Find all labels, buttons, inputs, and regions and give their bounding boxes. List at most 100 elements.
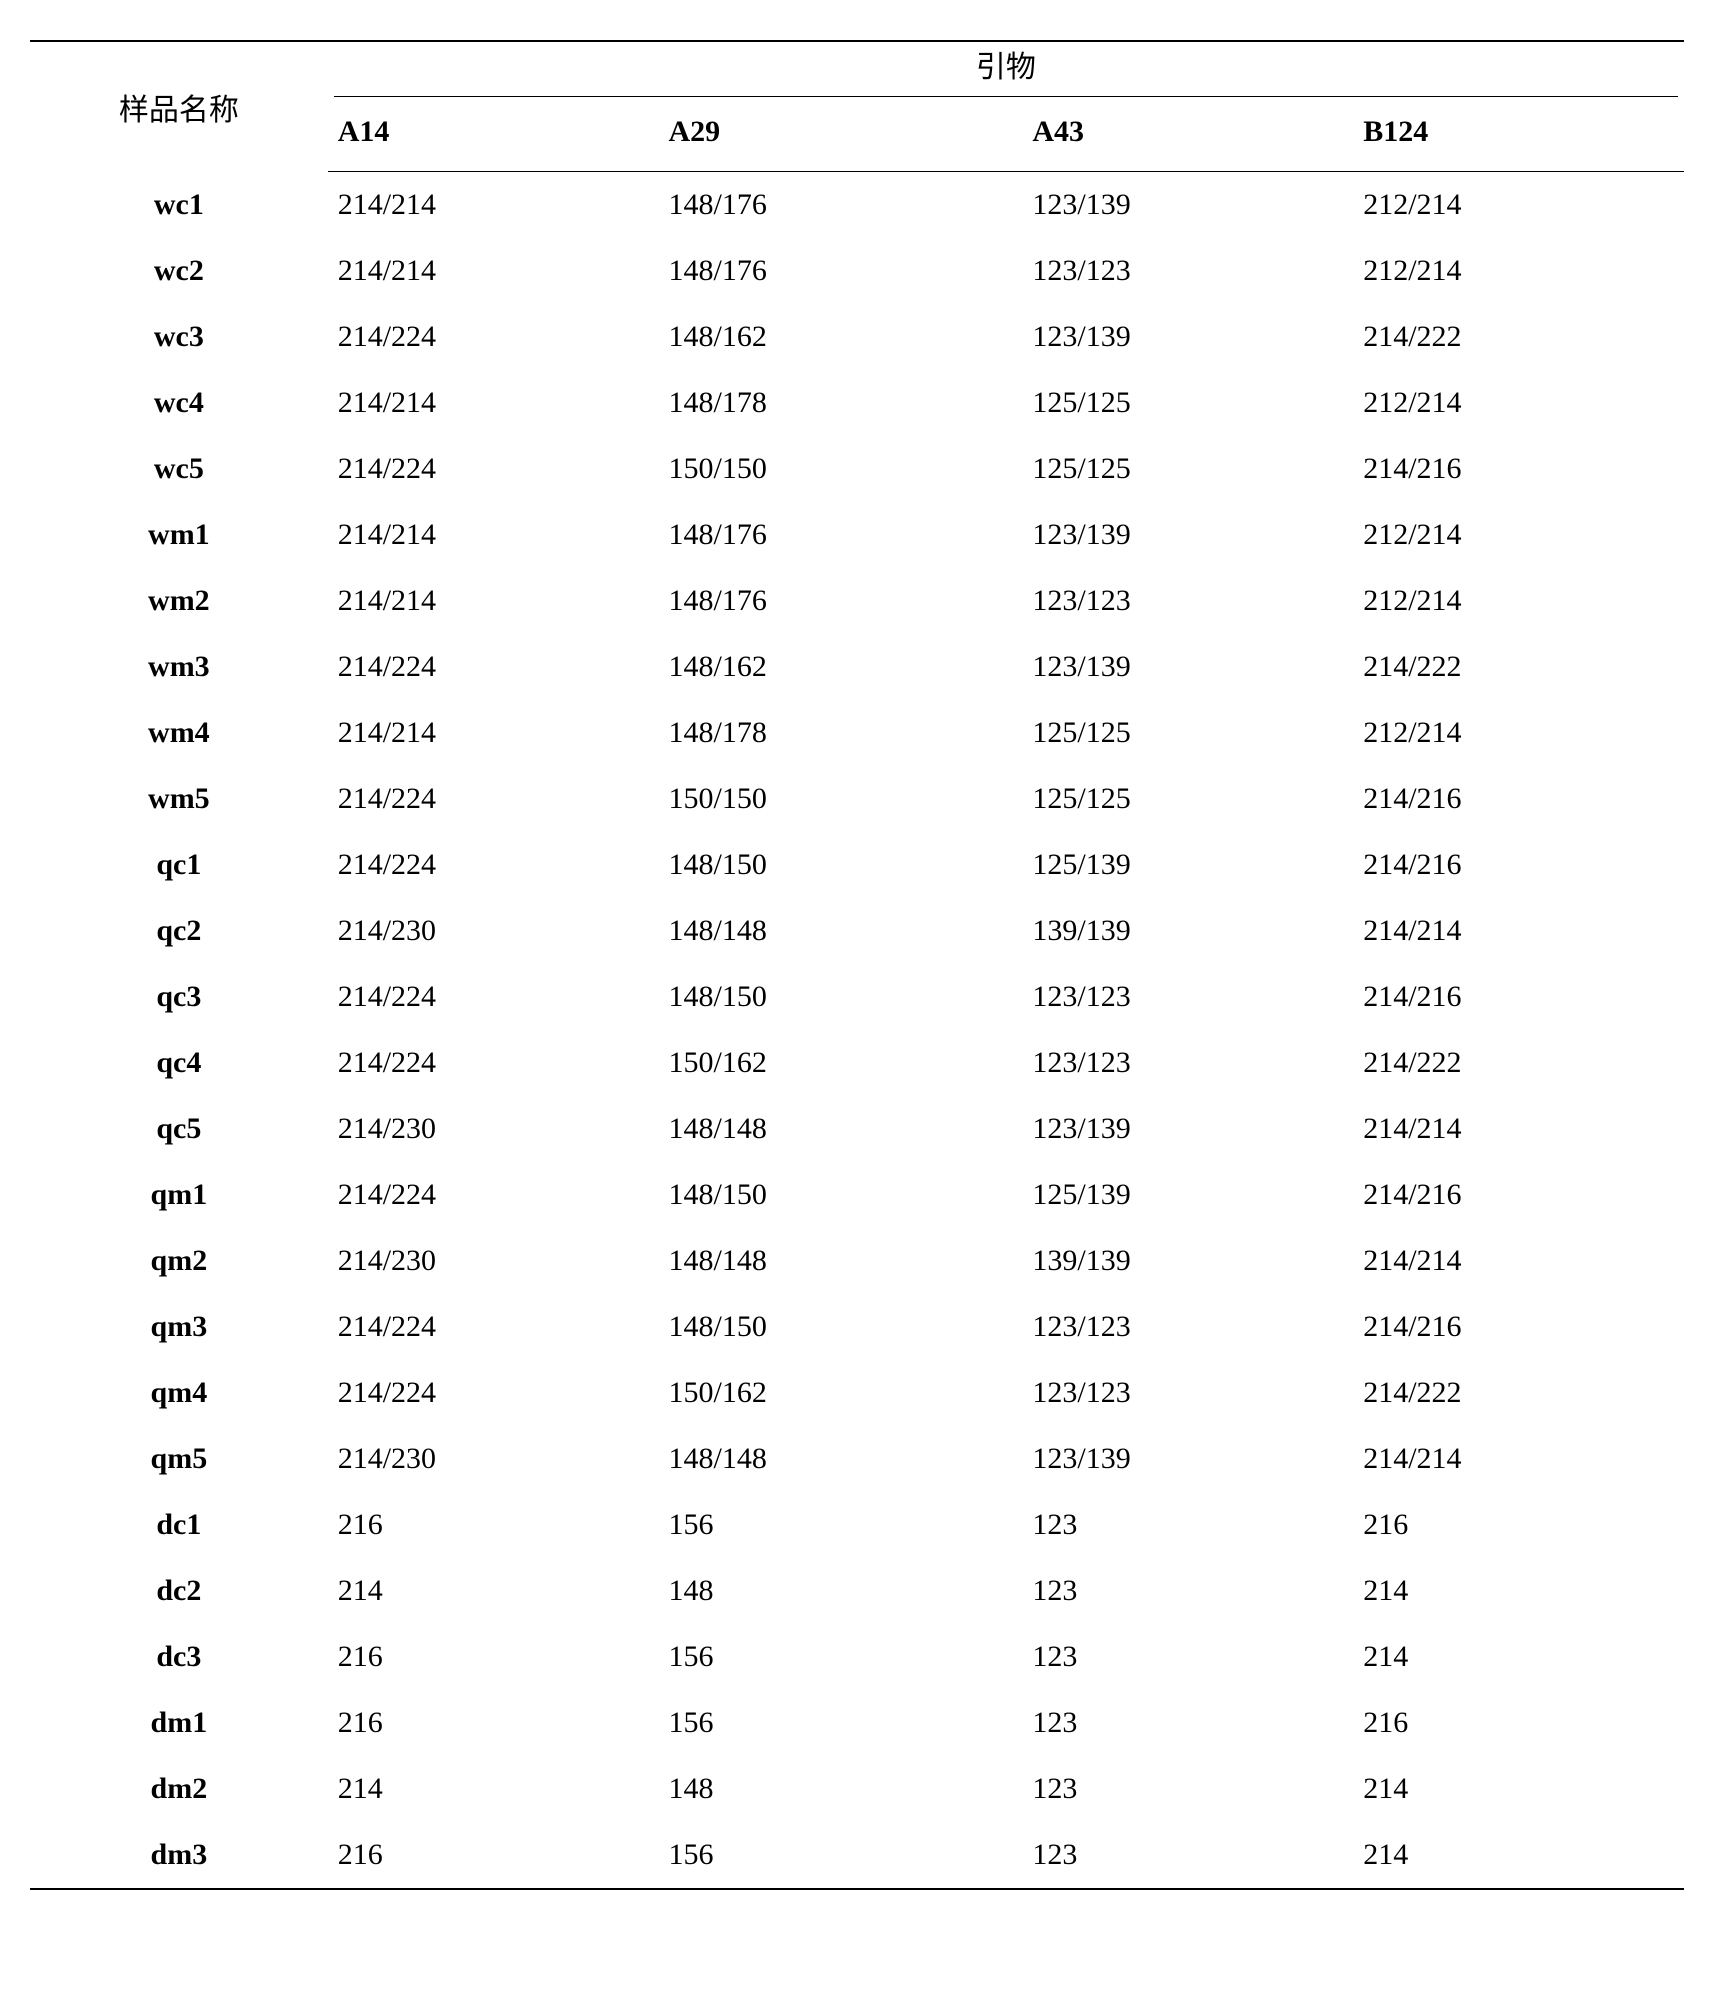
table-row: wm3214/224148/162123/139214/222	[30, 634, 1684, 700]
header-row-1: 样品名称 引物	[30, 41, 1684, 97]
cell-value: 214/224	[328, 304, 659, 370]
cell-value: 148/150	[659, 1162, 1023, 1228]
cell-value: 123	[1022, 1756, 1353, 1822]
cell-value: 214	[1353, 1756, 1684, 1822]
row-name: wc4	[30, 370, 328, 436]
table-row: qc5214/230148/148123/139214/214	[30, 1096, 1684, 1162]
cell-value: 212/214	[1353, 568, 1684, 634]
table-head: 样品名称 引物 A14 A29 A43 B124	[30, 41, 1684, 172]
cell-value: 214	[1353, 1822, 1684, 1889]
row-name: qc2	[30, 898, 328, 964]
cell-value: 148	[659, 1756, 1023, 1822]
col-header-b124: B124	[1353, 97, 1684, 172]
cell-value: 156	[659, 1624, 1023, 1690]
cell-value: 214/214	[1353, 898, 1684, 964]
cell-value: 214/224	[328, 964, 659, 1030]
cell-value: 148/148	[659, 898, 1023, 964]
cell-value: 214/216	[1353, 766, 1684, 832]
data-table: 样品名称 引物 A14 A29 A43 B124 wc1214/214148/1…	[30, 40, 1684, 1890]
cell-value: 123/139	[1022, 1096, 1353, 1162]
table-row: wm5214/224150/150125/125214/216	[30, 766, 1684, 832]
cell-value: 216	[1353, 1690, 1684, 1756]
row-name: wm2	[30, 568, 328, 634]
cell-value: 214/222	[1353, 1030, 1684, 1096]
cell-value: 216	[1353, 1492, 1684, 1558]
row-name: qc1	[30, 832, 328, 898]
table-row: wc2214/214148/176123/123212/214	[30, 238, 1684, 304]
cell-value: 214/230	[328, 1426, 659, 1492]
cell-value: 214/216	[1353, 1294, 1684, 1360]
cell-value: 123/123	[1022, 568, 1353, 634]
row-name: wm4	[30, 700, 328, 766]
cell-value: 148/176	[659, 172, 1023, 239]
cell-value: 212/214	[1353, 700, 1684, 766]
table-row: dc3216156123214	[30, 1624, 1684, 1690]
cell-value: 150/162	[659, 1030, 1023, 1096]
row-name: qm1	[30, 1162, 328, 1228]
cell-value: 148/148	[659, 1096, 1023, 1162]
row-name: wc5	[30, 436, 328, 502]
cell-value: 212/214	[1353, 238, 1684, 304]
cell-value: 214	[1353, 1624, 1684, 1690]
table-row: qc1214/224148/150125/139214/216	[30, 832, 1684, 898]
row-name: wm3	[30, 634, 328, 700]
table-row: dc1216156123216	[30, 1492, 1684, 1558]
row-name: qc3	[30, 964, 328, 1030]
row-name: qc5	[30, 1096, 328, 1162]
cell-value: 214/214	[1353, 1096, 1684, 1162]
row-name: qm3	[30, 1294, 328, 1360]
cell-value: 214/224	[328, 1030, 659, 1096]
cell-value: 125/125	[1022, 436, 1353, 502]
cell-value: 150/162	[659, 1360, 1023, 1426]
cell-value: 148/162	[659, 634, 1023, 700]
cell-value: 214/222	[1353, 1360, 1684, 1426]
cell-value: 125/139	[1022, 1162, 1353, 1228]
row-name: dm2	[30, 1756, 328, 1822]
cell-value: 123/139	[1022, 634, 1353, 700]
table-row: wc4214/214148/178125/125212/214	[30, 370, 1684, 436]
cell-value: 214/224	[328, 832, 659, 898]
cell-value: 123	[1022, 1492, 1353, 1558]
table-row: qc4214/224150/162123/123214/222	[30, 1030, 1684, 1096]
cell-value: 214/230	[328, 898, 659, 964]
row-name: dc2	[30, 1558, 328, 1624]
cell-value: 156	[659, 1492, 1023, 1558]
cell-value: 214	[1353, 1558, 1684, 1624]
table-row: wc1214/214148/176123/139212/214	[30, 172, 1684, 239]
cell-value: 123	[1022, 1558, 1353, 1624]
table-row: qm2214/230148/148139/139214/214	[30, 1228, 1684, 1294]
cell-value: 123/139	[1022, 502, 1353, 568]
cell-value: 139/139	[1022, 898, 1353, 964]
row-name: qc4	[30, 1030, 328, 1096]
row-name: wm5	[30, 766, 328, 832]
table-row: dc2214148123214	[30, 1558, 1684, 1624]
table-row: wm2214/214148/176123/123212/214	[30, 568, 1684, 634]
cell-value: 214/214	[328, 502, 659, 568]
row-name: qm2	[30, 1228, 328, 1294]
cell-value: 216	[328, 1822, 659, 1889]
cell-value: 214/224	[328, 1360, 659, 1426]
cell-value: 123	[1022, 1624, 1353, 1690]
cell-value: 214/214	[328, 568, 659, 634]
cell-value: 214	[328, 1558, 659, 1624]
cell-value: 123	[1022, 1822, 1353, 1889]
row-name: wc3	[30, 304, 328, 370]
table-row: qm4214/224150/162123/123214/222	[30, 1360, 1684, 1426]
table-row: wc5214/224150/150125/125214/216	[30, 436, 1684, 502]
cell-value: 148/176	[659, 502, 1023, 568]
cell-value: 139/139	[1022, 1228, 1353, 1294]
cell-value: 123/139	[1022, 1426, 1353, 1492]
cell-value: 148/176	[659, 568, 1023, 634]
cell-value: 123/123	[1022, 1294, 1353, 1360]
cell-value: 148/148	[659, 1228, 1023, 1294]
row-name: dc3	[30, 1624, 328, 1690]
cell-value: 125/125	[1022, 370, 1353, 436]
table-row: dm1216156123216	[30, 1690, 1684, 1756]
cell-value: 148/178	[659, 370, 1023, 436]
cell-value: 148	[659, 1558, 1023, 1624]
cell-value: 216	[328, 1624, 659, 1690]
cell-value: 216	[328, 1492, 659, 1558]
table-row: dm3216156123214	[30, 1822, 1684, 1889]
cell-value: 214/224	[328, 1294, 659, 1360]
col-header-a14: A14	[328, 97, 659, 172]
